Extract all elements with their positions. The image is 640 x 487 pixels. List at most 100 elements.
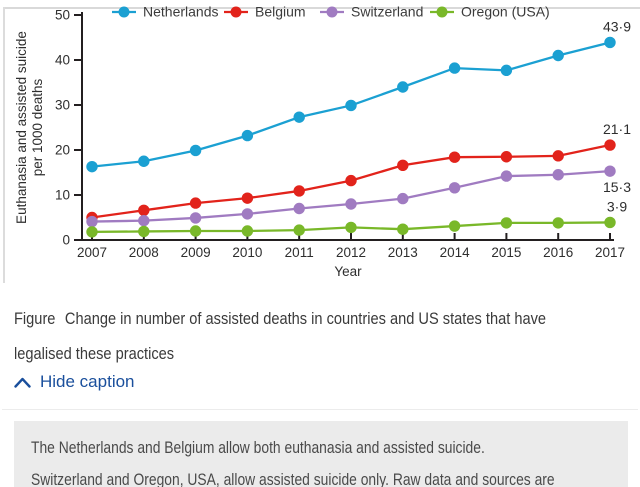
assisted-deaths-line-chart: 0 10 20 30 40 50 2007 2008 2009 2010 2011 2012 2013 2… <box>14 4 631 280</box>
data-point <box>448 182 461 194</box>
data-point <box>241 129 254 142</box>
series-belgium: 21·1 <box>86 121 631 224</box>
data-point <box>293 185 305 197</box>
legend-marker <box>230 6 242 18</box>
hide-caption-link[interactable]: Hide caption <box>14 372 135 392</box>
svg-text:0: 0 <box>62 233 70 248</box>
legend-marker <box>326 6 338 18</box>
data-point <box>189 225 202 237</box>
end-value-label: 3·9 <box>607 198 627 214</box>
data-point <box>86 160 98 173</box>
legend-item-switzerland: Switzerland <box>320 4 423 20</box>
data-point <box>500 64 513 77</box>
left-divider <box>3 7 5 283</box>
svg-text:2008: 2008 <box>129 245 159 260</box>
legend-marker <box>436 6 448 18</box>
data-point <box>138 214 150 227</box>
data-point <box>500 217 513 229</box>
data-point <box>500 170 513 182</box>
svg-text:40: 40 <box>55 53 70 68</box>
svg-text:2014: 2014 <box>440 245 471 260</box>
data-point <box>604 139 616 151</box>
legend-label: Netherlands <box>143 4 219 20</box>
svg-text:2009: 2009 <box>181 245 211 260</box>
data-point <box>138 225 150 238</box>
data-point <box>241 208 254 220</box>
data-point <box>552 150 564 162</box>
data-point <box>397 159 409 171</box>
svg-text:2007: 2007 <box>77 245 107 260</box>
svg-text:20: 20 <box>55 143 70 158</box>
end-value-label: 15·3 <box>603 179 631 195</box>
data-point <box>448 62 461 74</box>
data-point <box>189 197 202 209</box>
chevron-up-icon <box>14 377 31 388</box>
svg-text:30: 30 <box>55 98 70 113</box>
hide-caption-label: Hide caption <box>40 372 135 391</box>
svg-text:2015: 2015 <box>491 245 521 260</box>
data-point <box>397 81 409 93</box>
y-axis-title: Euthanasia and assisted suicideper 1000 … <box>14 31 45 224</box>
data-point <box>241 192 254 204</box>
data-point <box>189 144 202 157</box>
svg-text:50: 50 <box>55 8 70 23</box>
data-point <box>448 151 461 163</box>
series-switzerland: 15·3 <box>86 165 631 228</box>
note-line-2: Switzerland and Oregon, USA, allow assis… <box>31 470 555 487</box>
legend-item-oregon-usa: Oregon (USA) <box>430 4 550 20</box>
data-point <box>552 217 564 229</box>
svg-text:2011: 2011 <box>285 245 314 260</box>
data-point <box>345 198 357 210</box>
figure-caption: Figure Change in number of assisted death… <box>14 301 638 371</box>
data-point <box>345 174 357 187</box>
end-value-label: 21·1 <box>603 121 631 137</box>
caption-text: Change in number of assisted deaths in c… <box>64 309 547 328</box>
svg-text:2012: 2012 <box>336 245 366 260</box>
data-point <box>604 36 616 49</box>
svg-text:10: 10 <box>55 188 70 203</box>
caption-line-2: legalised these practices <box>14 344 175 363</box>
legend-label: Belgium <box>255 4 306 20</box>
end-value-label: 43·9 <box>603 18 631 34</box>
note-line-1: The Netherlands and Belgium allow both e… <box>31 439 485 457</box>
data-point <box>293 224 305 236</box>
data-point <box>397 192 409 205</box>
svg-text:Year: Year <box>334 264 362 279</box>
section-divider <box>2 409 638 410</box>
legend-item-belgium: Belgium <box>224 4 306 20</box>
x-axis-title: Year <box>334 264 362 279</box>
data-point <box>552 49 564 62</box>
data-point <box>189 212 202 224</box>
data-point <box>293 202 305 215</box>
data-point <box>293 111 305 123</box>
top-divider <box>3 7 640 9</box>
data-point <box>345 99 357 112</box>
data-point <box>138 155 150 167</box>
svg-text:2016: 2016 <box>543 245 573 260</box>
legend-item-netherlands: Netherlands <box>112 4 219 20</box>
data-point <box>604 165 616 177</box>
legend: Netherlands Belgium Switzerland Oregon (USA… <box>112 4 550 20</box>
data-point <box>448 220 461 232</box>
legend-label: Switzerland <box>351 4 423 20</box>
data-point <box>552 169 564 181</box>
data-point <box>86 215 98 228</box>
series-oregon-usa: 3·9 <box>86 198 627 238</box>
figure-note: The Netherlands and Belgium allow both e… <box>14 421 628 487</box>
data-point <box>500 151 513 163</box>
data-point <box>345 221 357 234</box>
data-point <box>604 216 616 229</box>
legend-label: Oregon (USA) <box>461 4 550 20</box>
caption-line-1: Figure Change in number of assisted death… <box>14 301 551 336</box>
legend-marker <box>118 6 130 18</box>
data-point <box>86 226 98 238</box>
svg-text:2017: 2017 <box>595 245 625 260</box>
data-point <box>397 223 409 235</box>
svg-text:2013: 2013 <box>388 245 418 260</box>
data-point <box>241 225 254 237</box>
svg-text:2010: 2010 <box>232 245 262 260</box>
figure-label: Figure <box>14 309 56 328</box>
series-netherlands: 43·9 <box>86 18 631 173</box>
data-point <box>138 204 150 216</box>
